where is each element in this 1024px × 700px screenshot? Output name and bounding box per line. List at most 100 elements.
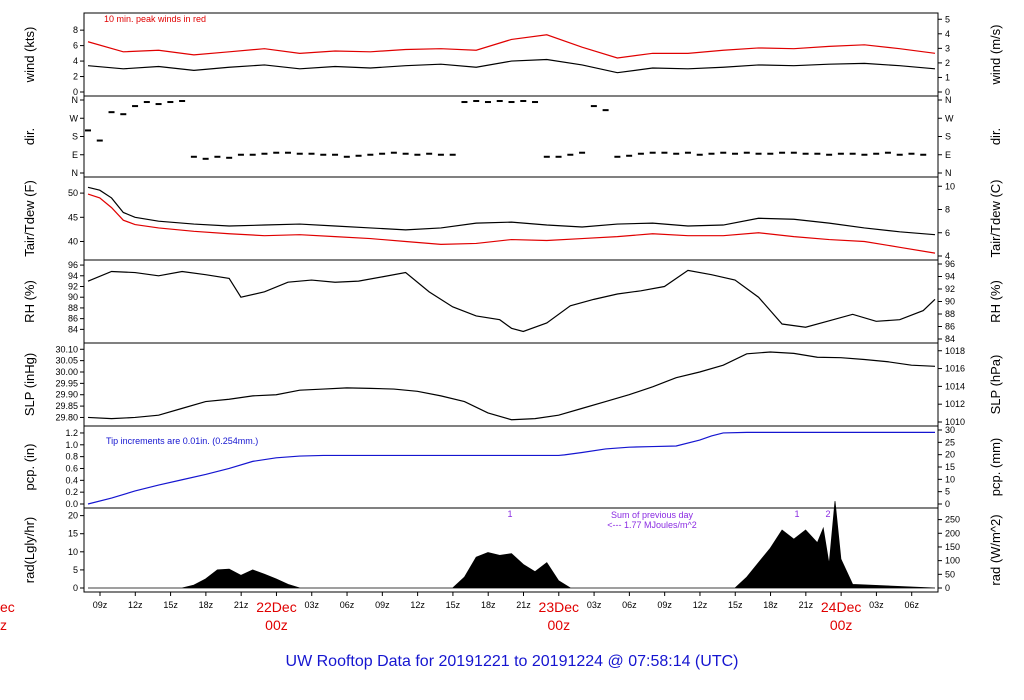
right-tick-label: 8 xyxy=(945,205,950,215)
dir-point xyxy=(579,151,586,154)
series-line-0 xyxy=(87,269,936,333)
left-tick-label: 1.0 xyxy=(65,440,78,450)
left-tick-label: 0.6 xyxy=(65,463,78,473)
dir-point xyxy=(402,152,409,155)
x-hour-label: 09z xyxy=(657,600,672,610)
right-tick-label: 96 xyxy=(945,259,955,269)
dir-point xyxy=(308,152,315,155)
x-day-time-fragment: z xyxy=(0,617,7,633)
rad-annotation-line2: <--- 1.77 MJoules/m^2 xyxy=(607,520,697,530)
dir-point xyxy=(708,152,715,155)
dir-point xyxy=(108,111,115,114)
x-hour-label: 18z xyxy=(481,600,496,610)
right-tick-label: 1010 xyxy=(945,417,965,427)
right-tick-label: 0 xyxy=(945,87,950,97)
dir-point xyxy=(873,152,880,155)
left-tick-label: 96 xyxy=(68,260,78,270)
dir-point xyxy=(85,129,91,132)
right-tick-label: 1016 xyxy=(945,364,965,374)
left-tick-label: W xyxy=(70,113,79,123)
right-tick-label: 5 xyxy=(945,14,950,24)
left-tick-label: 29.95 xyxy=(55,378,78,388)
dir-point xyxy=(696,153,703,156)
dir-point xyxy=(884,151,891,154)
left-tick-label: 84 xyxy=(68,324,78,334)
left-axis-label: wind (kts) xyxy=(22,27,37,84)
right-axis-label: RH (%) xyxy=(988,280,1003,323)
right-tick-label: 20 xyxy=(945,450,955,460)
x-hour-label: 15z xyxy=(728,600,743,610)
x-hour-label: 03z xyxy=(869,600,884,610)
dir-point xyxy=(673,152,680,155)
dir-point xyxy=(755,152,762,155)
left-tick-label: 0.8 xyxy=(65,452,78,462)
left-tick-label: 15 xyxy=(68,529,78,539)
dir-point xyxy=(167,101,174,104)
right-tick-label: 15 xyxy=(945,462,955,472)
x-hour-label: 18z xyxy=(199,600,214,610)
dir-point xyxy=(861,153,868,156)
panel-frame xyxy=(83,176,939,261)
dir-point xyxy=(826,153,833,156)
rad-annotation-line1: Sum of previous day xyxy=(611,510,694,520)
dir-point xyxy=(414,153,421,156)
x-day-time-label: 00z xyxy=(830,617,853,633)
left-tick-label: 0 xyxy=(73,583,78,593)
left-tick-label: 94 xyxy=(68,271,78,281)
left-axis-label: Tair/Tdew (F) xyxy=(22,180,37,257)
panel-frame xyxy=(83,95,939,178)
panel-frame xyxy=(83,12,939,97)
dir-point xyxy=(508,101,515,104)
dir-point xyxy=(367,153,374,156)
left-tick-label: 29.85 xyxy=(55,401,78,411)
right-tick-label: 2 xyxy=(945,58,950,68)
left-tick-label: 30.05 xyxy=(55,356,78,366)
dir-point xyxy=(120,113,127,116)
right-tick-label: 5 xyxy=(945,487,950,497)
right-tick-label: 25 xyxy=(945,437,955,447)
left-tick-label: 1.2 xyxy=(65,428,78,438)
series-line-1 xyxy=(87,193,936,254)
left-tick-label: 4 xyxy=(73,56,78,66)
dir-point xyxy=(896,153,903,156)
dir-point xyxy=(155,103,162,106)
radiation-area xyxy=(88,501,936,589)
left-tick-label: 90 xyxy=(68,292,78,302)
dir-point xyxy=(261,152,268,155)
right-axis-label: dir. xyxy=(988,128,1003,145)
dir-point xyxy=(743,151,750,154)
panel-2: 40 45 50 4 6 8 10 Tair/Tdew (F) Tair/Tdew (C) xyxy=(22,176,1003,261)
x-day-label: 23Dec xyxy=(539,599,579,615)
right-axis-label: wind (m/s) xyxy=(988,25,1003,86)
left-tick-label: 40 xyxy=(68,236,78,246)
left-tick-label: 0 xyxy=(73,87,78,97)
right-tick-label: 1 xyxy=(945,72,950,82)
right-tick-label: 3 xyxy=(945,43,950,53)
dir-point xyxy=(802,152,809,155)
left-tick-label: 6 xyxy=(73,41,78,51)
right-tick-label: 0 xyxy=(945,499,950,509)
dir-point xyxy=(532,101,539,104)
series-line-1 xyxy=(87,34,936,59)
left-tick-label: 92 xyxy=(68,282,78,292)
x-hour-label: 03z xyxy=(304,600,319,610)
right-tick-label: 30 xyxy=(945,425,955,435)
right-tick-label: 88 xyxy=(945,309,955,319)
dir-point xyxy=(461,101,468,104)
right-tick-label: 86 xyxy=(945,322,955,332)
x-hour-label: 18z xyxy=(763,600,778,610)
series-line-0 xyxy=(87,431,935,505)
x-day-label: 24Dec xyxy=(821,599,861,615)
left-tick-label: 86 xyxy=(68,314,78,324)
left-tick-label: 29.80 xyxy=(55,412,78,422)
dir-point xyxy=(602,109,609,112)
rad-peak-marker: 1 xyxy=(794,509,799,519)
dir-point xyxy=(849,152,856,155)
dir-point xyxy=(96,139,103,142)
x-hour-label: 09z xyxy=(93,600,108,610)
right-tick-label: 4 xyxy=(945,29,950,39)
dir-point xyxy=(637,152,644,155)
